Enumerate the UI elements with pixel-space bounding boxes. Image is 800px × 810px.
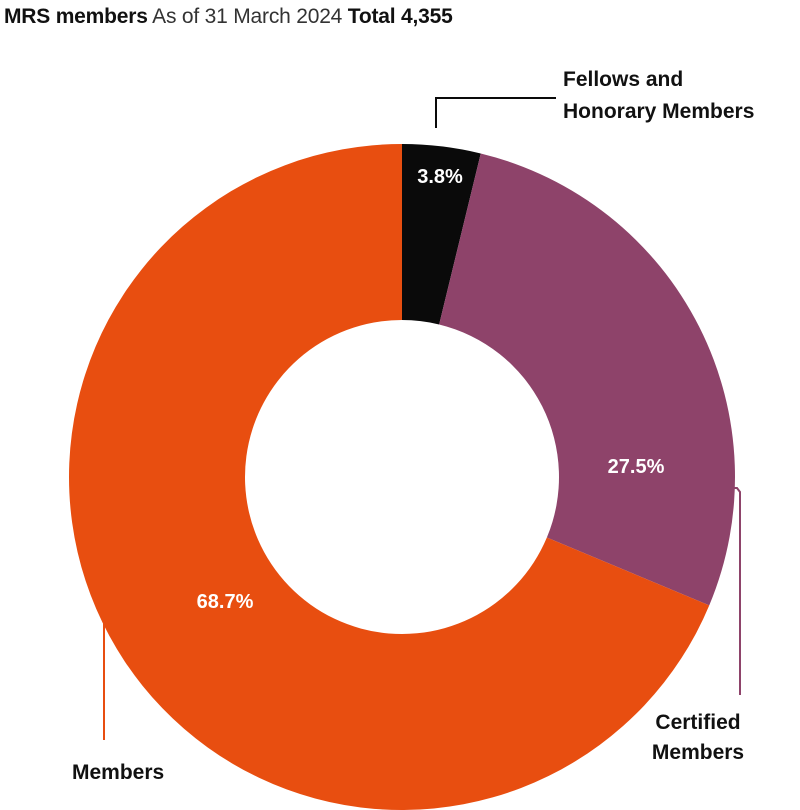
category-label-line: Honorary Members bbox=[563, 100, 754, 123]
percentage-labels: 3.8% 27.5% 68.7% bbox=[197, 166, 665, 613]
pct-label-fellows-and-honorary-members: 3.8% bbox=[417, 166, 463, 188]
donut-slices bbox=[69, 144, 735, 810]
category-label-line: Members bbox=[72, 761, 164, 784]
category-label-fellows-and-honorary-members: Fellows and Honorary Members bbox=[563, 68, 754, 123]
category-labels: Fellows and Honorary Members Certified Memb… bbox=[72, 68, 754, 784]
leader-line-fellows-and-honorary-members bbox=[435, 97, 556, 128]
category-label-line: Certified bbox=[655, 711, 740, 734]
chart-title-line: MRS members As of 31 March 2024 Total 4,… bbox=[4, 2, 453, 32]
category-label-line: Members bbox=[652, 741, 744, 764]
chart-subtitle: As of 31 March 2024 bbox=[152, 5, 343, 28]
slice-certified-members bbox=[439, 153, 735, 606]
category-label-members: Members bbox=[72, 761, 164, 784]
category-label-line: Fellows and bbox=[563, 68, 683, 91]
pct-label-members: 68.7% bbox=[197, 591, 254, 613]
leader-line-members bbox=[103, 601, 170, 740]
pct-label-certified-members: 27.5% bbox=[608, 456, 665, 478]
leader-line-certified-members bbox=[680, 487, 741, 695]
leader-lines bbox=[103, 97, 741, 740]
chart-total: Total 4,355 bbox=[347, 5, 453, 28]
chart-title: MRS members bbox=[4, 5, 148, 28]
slice-fellows-and-honorary-members bbox=[402, 144, 481, 325]
category-label-certified-members: Certified Members bbox=[652, 711, 744, 764]
slice-members bbox=[69, 144, 710, 810]
